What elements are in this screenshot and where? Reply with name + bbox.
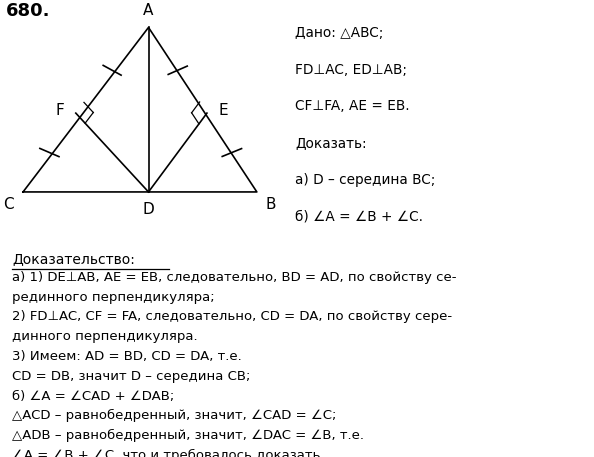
Text: 2) FD⊥AC, CF = FA, следовательно, CD = DA, по свойству сере-: 2) FD⊥AC, CF = FA, следовательно, CD = D… <box>12 310 452 324</box>
Text: а) D – середина BC;: а) D – середина BC; <box>295 172 435 186</box>
Text: 3) Имеем: AD = BD, CD = DA, т.е.: 3) Имеем: AD = BD, CD = DA, т.е. <box>12 350 242 363</box>
Text: рединного перпендикуляра;: рединного перпендикуляра; <box>12 291 214 304</box>
Text: E: E <box>219 103 228 118</box>
Text: 680.: 680. <box>6 2 50 20</box>
Text: динного перпендикуляра.: динного перпендикуляра. <box>12 330 197 343</box>
Text: Доказательство:: Доказательство: <box>12 252 135 266</box>
Text: Доказать:: Доказать: <box>295 136 366 150</box>
Text: D: D <box>143 202 154 217</box>
Text: F: F <box>56 103 64 118</box>
Text: Дано: △ABC;: Дано: △ABC; <box>295 27 383 40</box>
Text: C: C <box>4 197 14 212</box>
Text: б) ∠A = ∠CAD + ∠DAB;: б) ∠A = ∠CAD + ∠DAB; <box>12 389 174 403</box>
Text: б) ∠A = ∠B + ∠C.: б) ∠A = ∠B + ∠C. <box>295 209 423 223</box>
Text: ∠A = ∠B + ∠C, что и требовалось доказать.: ∠A = ∠B + ∠C, что и требовалось доказать… <box>12 449 324 457</box>
Text: △ACD – равнобедренный, значит, ∠CAD = ∠C;: △ACD – равнобедренный, значит, ∠CAD = ∠C… <box>12 409 336 422</box>
Text: △ADB – равнобедренный, значит, ∠DAC = ∠B, т.е.: △ADB – равнобедренный, значит, ∠DAC = ∠B… <box>12 429 364 442</box>
Text: B: B <box>266 197 276 212</box>
Text: FD⊥AC, ED⊥AB;: FD⊥AC, ED⊥AB; <box>295 63 407 77</box>
Text: CF⊥FA, AE = EB.: CF⊥FA, AE = EB. <box>295 100 409 113</box>
Text: CD = DB, значит D – середина CB;: CD = DB, значит D – середина CB; <box>12 370 250 383</box>
Text: а) 1) DE⊥AB, AE = EB, следовательно, BD = AD, по свойству се-: а) 1) DE⊥AB, AE = EB, следовательно, BD … <box>12 271 456 284</box>
Text: A: A <box>143 3 154 18</box>
